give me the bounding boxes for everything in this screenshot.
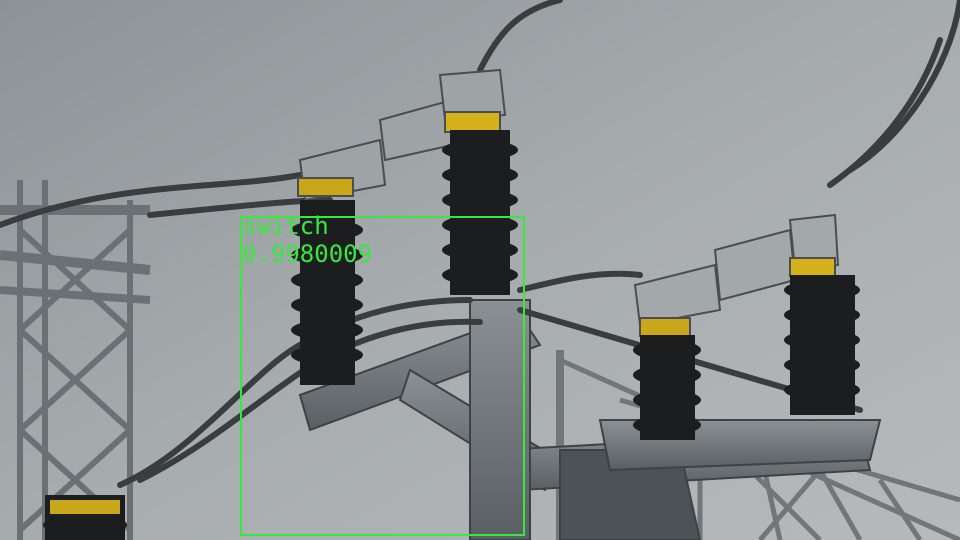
right-switch-arm [633, 213, 840, 337]
detection-label: switch [242, 212, 329, 240]
detection-score: 0.9980009 [242, 240, 373, 268]
steel-frame [298, 299, 882, 540]
insulator-left-2 [442, 130, 518, 295]
insulator-left-1 [291, 200, 363, 385]
insulator-bottom-left [43, 495, 127, 540]
insulator-right-2 [784, 275, 860, 415]
insulator-right-1 [633, 335, 701, 440]
detection-bounding-box [240, 216, 525, 536]
left-lattice-tower [0, 180, 151, 540]
